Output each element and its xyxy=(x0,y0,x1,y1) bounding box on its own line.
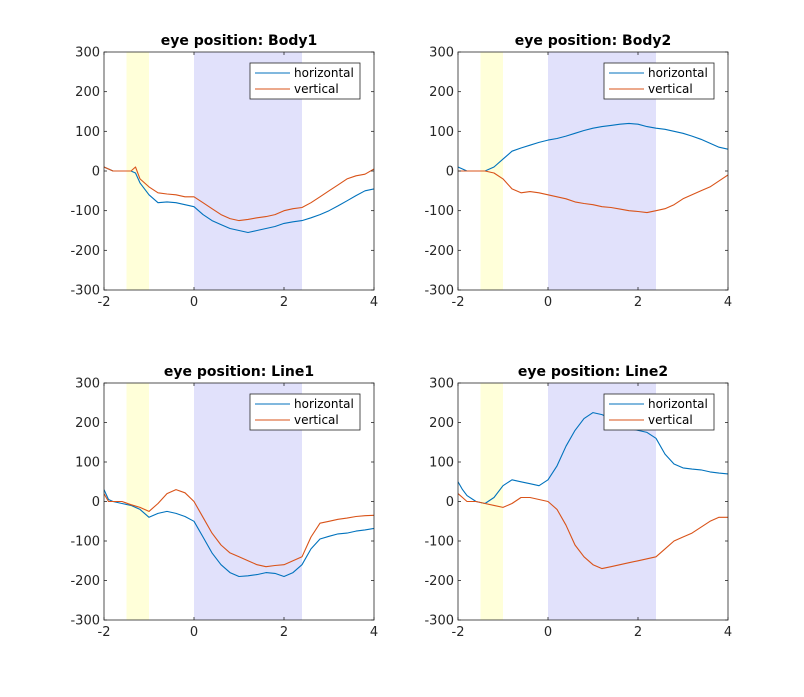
y-tick-label: -300 xyxy=(424,614,454,629)
x-tick-label: 2 xyxy=(634,295,642,310)
chart-title: eye position: Line2 xyxy=(518,364,668,380)
legend-label-vertical: vertical xyxy=(648,82,693,96)
y-tick-label: -300 xyxy=(70,614,100,629)
chart-title: eye position: Body2 xyxy=(515,33,672,49)
legend-box xyxy=(249,62,361,100)
shaded-region-1 xyxy=(480,383,503,620)
y-tick-label: 100 xyxy=(75,456,100,471)
y-tick-label: -200 xyxy=(424,244,454,259)
y-tick-label: -200 xyxy=(424,574,454,589)
series-line-horizontal xyxy=(458,412,728,505)
x-tick-label: 0 xyxy=(190,625,198,640)
x-tick-label: 2 xyxy=(280,625,288,640)
chart-panel-2: -2 0 2 4 300 200 100 0 -100 -200 -300 eye position:… xyxy=(424,33,732,310)
legend: horizontal vertical xyxy=(603,62,715,100)
y-tick-label: 300 xyxy=(75,46,100,61)
y-tick-label: -100 xyxy=(70,535,100,550)
x-tick-label: 4 xyxy=(724,295,732,310)
chart-panel-3: -2 0 2 4 300 200 100 0 -100 -200 -300 eye position:… xyxy=(70,364,378,640)
x-tick-label: 2 xyxy=(280,295,288,310)
y-tick-label: 300 xyxy=(429,377,454,392)
y-tick-label: 200 xyxy=(429,416,454,431)
x-tick-label: 4 xyxy=(370,625,378,640)
y-tick-label: -100 xyxy=(424,204,454,219)
y-tick-label: 100 xyxy=(75,125,100,140)
x-tick-label: 0 xyxy=(544,625,552,640)
x-tick-label: 0 xyxy=(190,295,198,310)
legend-label-vertical: vertical xyxy=(294,82,339,96)
series-line-horizontal xyxy=(104,166,374,234)
y-tick-label: 0 xyxy=(446,495,454,510)
legend-label-horizontal: horizontal xyxy=(294,66,354,80)
x-tick-label: -2 xyxy=(452,625,465,640)
y-tick-label: 200 xyxy=(75,85,100,100)
y-tick-label: 300 xyxy=(75,377,100,392)
series-line-vertical xyxy=(104,489,374,568)
x-tick-label: 0 xyxy=(544,295,552,310)
y-tick-label: 200 xyxy=(429,85,454,100)
shaded-region-1 xyxy=(126,52,149,290)
y-tick-label: 200 xyxy=(75,416,100,431)
legend-label-horizontal: horizontal xyxy=(648,66,708,80)
legend-box xyxy=(603,62,715,100)
x-tick-label: -2 xyxy=(452,295,465,310)
legend-label-vertical: vertical xyxy=(294,413,339,427)
y-tick-label: -200 xyxy=(70,574,100,589)
chart-panel-1: -2 0 2 4 300 200 100 0 -100 -200 -300 eye position:… xyxy=(70,33,378,310)
y-tick-label: 100 xyxy=(429,125,454,140)
y-tick-label: 100 xyxy=(429,456,454,471)
series-line-horizontal xyxy=(458,122,728,172)
y-tick-label: -200 xyxy=(70,244,100,259)
chart-title: eye position: Body1 xyxy=(161,33,318,49)
y-tick-label: -300 xyxy=(424,284,454,299)
shaded-region-1 xyxy=(126,383,149,620)
x-tick-label: 2 xyxy=(634,625,642,640)
legend-box xyxy=(249,393,361,431)
y-tick-label: 0 xyxy=(92,165,100,180)
y-tick-label: 300 xyxy=(429,46,454,61)
chart-title: eye position: Line1 xyxy=(164,364,314,380)
x-tick-label: -2 xyxy=(98,625,111,640)
y-tick-label: -100 xyxy=(70,204,100,219)
legend-label-horizontal: horizontal xyxy=(294,397,354,411)
y-tick-label: -100 xyxy=(424,535,454,550)
legend-label-vertical: vertical xyxy=(648,413,693,427)
legend: horizontal vertical xyxy=(249,62,361,100)
y-tick-label: 0 xyxy=(92,495,100,510)
x-tick-label: 4 xyxy=(724,625,732,640)
shaded-region-1 xyxy=(480,52,503,290)
series-line-vertical xyxy=(458,170,728,214)
series-line-vertical xyxy=(104,166,374,222)
y-tick-label: -300 xyxy=(70,284,100,299)
x-tick-label: 4 xyxy=(370,295,378,310)
legend-label-horizontal: horizontal xyxy=(648,397,708,411)
chart-panel-4: -2 0 2 4 300 200 100 0 -100 -200 -300 eye position:… xyxy=(424,364,732,640)
legend-box xyxy=(603,393,715,431)
x-tick-label: -2 xyxy=(98,295,111,310)
series-line-vertical xyxy=(458,493,728,570)
legend: horizontal vertical xyxy=(249,393,361,431)
series-line-horizontal xyxy=(104,489,374,578)
legend: horizontal vertical xyxy=(603,393,715,431)
y-tick-label: 0 xyxy=(446,165,454,180)
